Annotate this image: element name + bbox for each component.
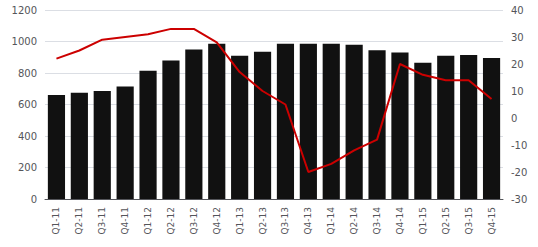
svg-text:Q1-12: Q1-12 xyxy=(143,207,153,235)
svg-text:800: 800 xyxy=(18,68,37,79)
svg-text:Q2-15: Q2-15 xyxy=(441,207,451,235)
svg-text:30: 30 xyxy=(511,32,524,43)
svg-text:Q3-14: Q3-14 xyxy=(372,207,382,235)
svg-text:400: 400 xyxy=(18,131,37,142)
svg-text:Q2-11: Q2-11 xyxy=(74,207,84,235)
svg-text:40: 40 xyxy=(511,5,524,16)
svg-text:-20: -20 xyxy=(511,167,527,178)
svg-text:1200: 1200 xyxy=(12,5,37,16)
svg-text:1000: 1000 xyxy=(12,36,37,47)
svg-text:-30: -30 xyxy=(511,194,527,205)
svg-text:200: 200 xyxy=(18,162,37,173)
svg-text:Q4-12: Q4-12 xyxy=(212,207,222,235)
svg-text:Q4-15: Q4-15 xyxy=(487,207,497,235)
svg-text:-10: -10 xyxy=(511,140,527,151)
svg-text:0: 0 xyxy=(511,113,517,124)
svg-text:Q3-12: Q3-12 xyxy=(189,207,199,235)
svg-text:Q4-13: Q4-13 xyxy=(303,207,313,235)
svg-text:Q1-15: Q1-15 xyxy=(418,207,428,235)
svg-text:20: 20 xyxy=(511,59,524,70)
svg-text:Q2-12: Q2-12 xyxy=(166,207,176,235)
svg-text:Q1-11: Q1-11 xyxy=(51,207,61,235)
svg-text:10: 10 xyxy=(511,86,524,97)
svg-text:Q4-14: Q4-14 xyxy=(395,207,405,235)
svg-text:Q3-13: Q3-13 xyxy=(280,207,290,235)
svg-text:600: 600 xyxy=(18,99,37,110)
svg-text:Q4-11: Q4-11 xyxy=(120,207,130,235)
svg-text:Q1-13: Q1-13 xyxy=(235,207,245,235)
svg-text:Q2-13: Q2-13 xyxy=(258,207,268,235)
svg-text:Q2-14: Q2-14 xyxy=(349,207,359,235)
svg-text:Q1-14: Q1-14 xyxy=(326,207,336,235)
svg-text:Q3-11: Q3-11 xyxy=(97,207,107,235)
svg-text:Q3-15: Q3-15 xyxy=(464,207,474,235)
svg-text:0: 0 xyxy=(31,194,37,205)
